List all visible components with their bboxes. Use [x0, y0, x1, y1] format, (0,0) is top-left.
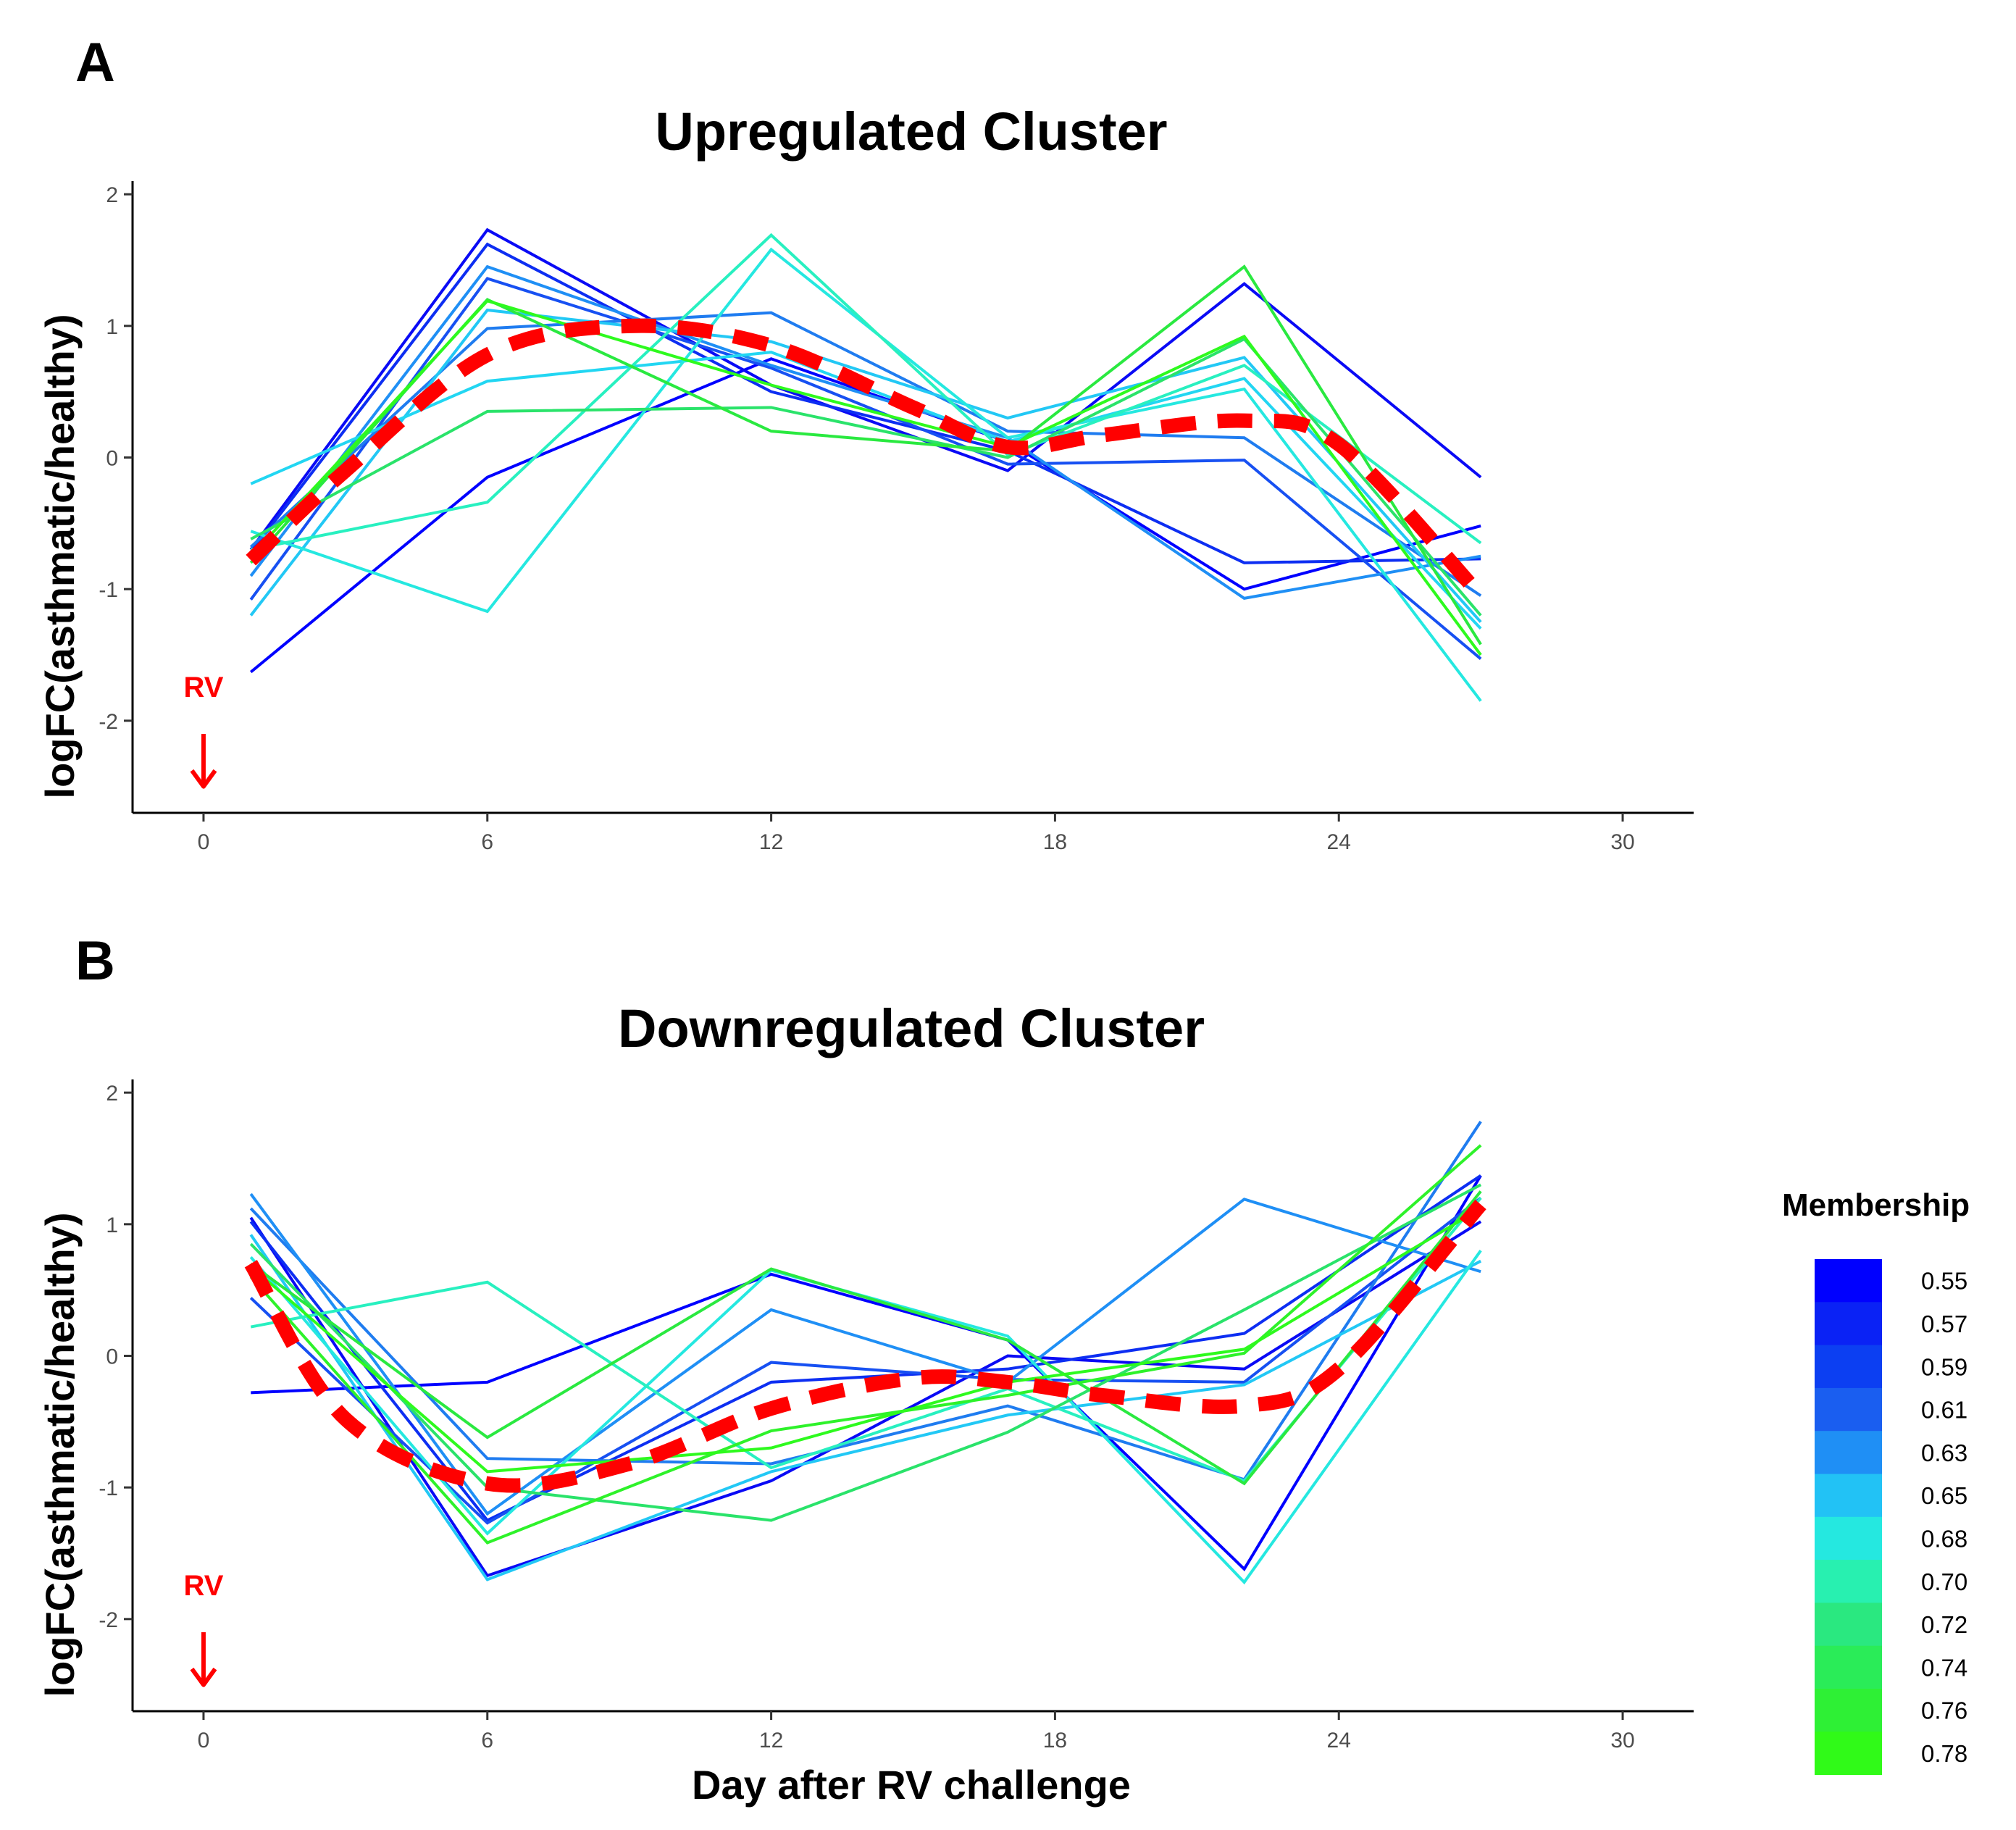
series-line: [249, 1216, 1482, 1578]
series-line: [249, 242, 1481, 564]
x-tick-label: 6: [481, 1729, 493, 1752]
series-line: [249, 299, 1482, 656]
series-line: [249, 1121, 1482, 1482]
legend-label: 0.70: [1921, 1568, 1967, 1595]
series-line: [249, 308, 1482, 623]
x-tick-label: 30: [1610, 1729, 1634, 1752]
legend-label: 0.74: [1921, 1654, 1967, 1681]
y-tick-label: 0: [106, 1345, 118, 1369]
y-tick-label: 0: [106, 447, 118, 471]
series-line: [250, 1190, 1482, 1486]
legend-swatch: [1815, 1431, 1882, 1474]
legend-swatch: [1815, 1302, 1882, 1346]
legend-swatch: [1815, 1603, 1882, 1647]
series-line: [251, 1174, 1482, 1571]
series-line: [250, 247, 1482, 702]
legend-swatch: [1815, 1474, 1882, 1518]
y-tick-label: -2: [99, 1608, 118, 1632]
centroid-dashed-line: [246, 318, 1486, 601]
y-tick-label: 2: [106, 183, 118, 207]
chart-title: Downregulated Cluster: [618, 998, 1205, 1058]
legend-label: 0.76: [1921, 1697, 1967, 1724]
x-tick-label: 12: [759, 1729, 783, 1752]
legend-label: 0.78: [1921, 1740, 1967, 1767]
rv-annotation-label: RV: [184, 672, 224, 703]
x-tick-label: 6: [481, 830, 493, 854]
x-tick-label: 18: [1043, 830, 1067, 854]
panel-letter: A: [75, 32, 115, 93]
y-axis-title: logFC(asthmatic/healthy): [37, 314, 83, 799]
plot-area: 2 1 0 -1 -2 0 6 12 18 24 30 RV: [99, 181, 1694, 854]
series-line: [249, 1192, 1481, 1516]
rv-arrow-head: [190, 769, 217, 789]
x-tick-label: 30: [1610, 830, 1634, 854]
rv-arrow-head: [190, 1667, 217, 1687]
rv-annotation-label: RV: [184, 1570, 224, 1602]
y-tick-label: -2: [99, 710, 118, 734]
legend-label: 0.55: [1921, 1268, 1967, 1295]
x-tick-label: 0: [198, 830, 210, 854]
legend-swatch: [1815, 1560, 1882, 1603]
panel-letter: B: [75, 930, 115, 992]
series-line: [250, 337, 1482, 617]
legend-swatch: [1815, 1731, 1882, 1776]
x-tick-label: 0: [198, 1729, 210, 1752]
legend-colorbar: 0.55 0.57 0.59 0.61 0.63 0.65 0.68 0.70 0.72 0.74…: [1815, 1259, 1967, 1776]
series-line: [249, 1183, 1482, 1522]
y-tick-label: -1: [99, 578, 118, 602]
x-axis-title: Day after RV challenge: [692, 1762, 1131, 1808]
x-tick-label: 24: [1327, 1729, 1351, 1752]
x-tick-label: 12: [759, 830, 783, 854]
series-line: [249, 1234, 1482, 1582]
x-tick-label: 18: [1043, 1729, 1067, 1752]
series-line: [250, 233, 1482, 551]
series-line: [249, 1144, 1482, 1545]
plot-area: 2 1 0 -1 -2 0 6 12 18 24 30 RV: [99, 1079, 1694, 1752]
y-tick-label: 1: [106, 1213, 118, 1237]
legend-label: 0.72: [1921, 1611, 1967, 1638]
legend-label: 0.68: [1921, 1525, 1967, 1552]
series-line: [249, 227, 1482, 551]
legend-label: 0.59: [1921, 1353, 1967, 1380]
legend-swatch: [1815, 1645, 1882, 1689]
panel-b: B Downregulated Cluster logFC(asthmatic/…: [37, 930, 1694, 1808]
legend-label: 0.61: [1921, 1397, 1967, 1424]
panel-a: A Upregulated Cluster logFC(asthmatic/he…: [37, 32, 1694, 854]
series-line: [249, 1207, 1482, 1474]
chart-title: Upregulated Cluster: [655, 101, 1167, 162]
y-axis-title: logFC(asthmatic/healthy): [37, 1213, 83, 1697]
legend-label: 0.65: [1921, 1482, 1967, 1509]
legend-title: Membership: [1782, 1187, 1970, 1223]
legend-swatch: [1815, 1689, 1882, 1732]
legend-swatch: [1815, 1387, 1882, 1432]
legend-swatch: [1815, 1259, 1882, 1303]
legend-label: 0.57: [1921, 1311, 1967, 1337]
membership-legend: Membership 0.550.570.590.610.630.650.680…: [1782, 1187, 1970, 1776]
y-tick-label: 1: [106, 315, 118, 339]
centroid-dashed-line: [244, 1200, 1486, 1493]
legend-swatch: [1815, 1345, 1882, 1389]
x-tick-label: 24: [1327, 830, 1351, 854]
legend-swatch: [1815, 1516, 1882, 1560]
legend-label: 0.63: [1921, 1440, 1967, 1466]
series-line: [249, 311, 1482, 597]
y-tick-label: 2: [106, 1082, 118, 1106]
y-tick-label: -1: [99, 1476, 118, 1500]
